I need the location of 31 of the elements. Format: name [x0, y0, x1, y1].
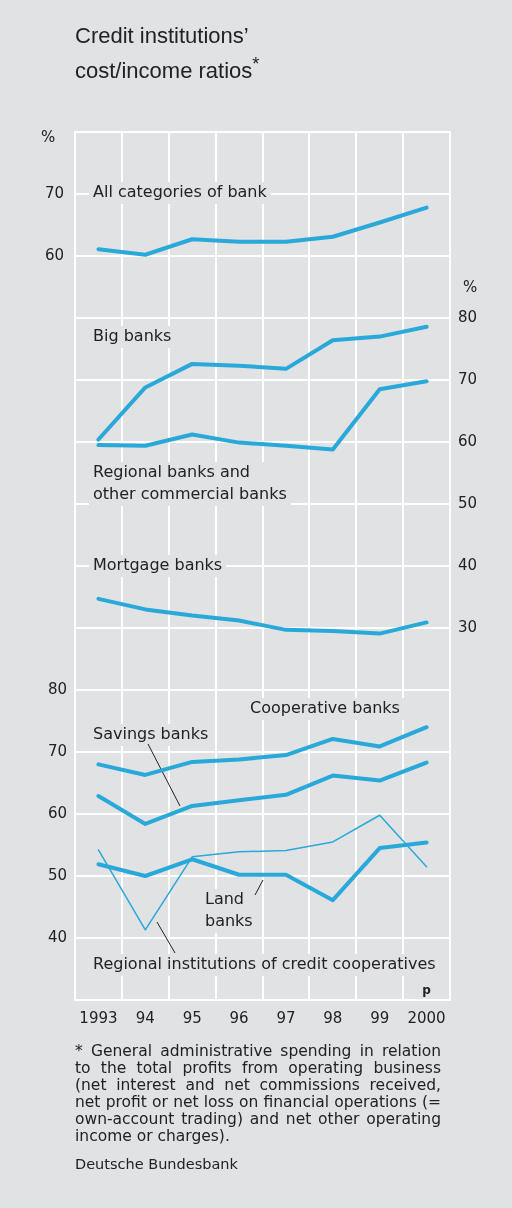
y3-tick-label: 80 [47, 679, 67, 698]
series-label: Big banks [93, 326, 172, 346]
x-tick-label: 94 [135, 1008, 155, 1027]
text: * General administrative spending in relation to the total profits from operating business (net interest and net commissions received, net profit or net loss on financial operations (= own-account trading) and net other operating income or charges). [75, 1042, 441, 1145]
x-tick-label: 2000 [407, 1008, 446, 1027]
y2-tick-label: 30 [458, 617, 478, 636]
y2-tick-label: 60 [458, 431, 478, 450]
text: Regional institutions of credit cooperatives [93, 954, 436, 974]
y2-tick-label: 70 [458, 369, 478, 388]
x-tick-label: 1993 [79, 1008, 118, 1027]
annotation: p [422, 983, 432, 998]
text: Savings banks [93, 724, 209, 744]
x-tick-label: 96 [229, 1008, 249, 1027]
series-label: Land banks [205, 889, 253, 931]
x-tick-label: 97 [276, 1008, 296, 1027]
y2-tick-label: 50 [458, 493, 478, 512]
chart-title: Credit institutions’ cost/income ratios$^{*}$ [75, 22, 261, 86]
x-tick-label: 95 [182, 1008, 202, 1027]
series-label: Mortgage banks [93, 555, 223, 575]
text: All categories of bank [93, 182, 268, 202]
text: Deutsche Bundesbank [75, 1156, 238, 1172]
y3-tick-label: 50 [47, 865, 67, 884]
series-label: Regional banks and other commercial banks [93, 462, 287, 504]
y-axis-title: % [40, 128, 56, 147]
y2-tick-label: 80 [458, 307, 478, 326]
y2-axis-title: % [462, 278, 478, 297]
x-tick-label: 98 [323, 1008, 343, 1027]
y2-tick-label: 40 [458, 555, 478, 574]
series-label: Cooperative banks [250, 698, 400, 718]
x-tick-label: 99 [370, 1008, 390, 1027]
y3-tick-label: 40 [47, 927, 67, 946]
